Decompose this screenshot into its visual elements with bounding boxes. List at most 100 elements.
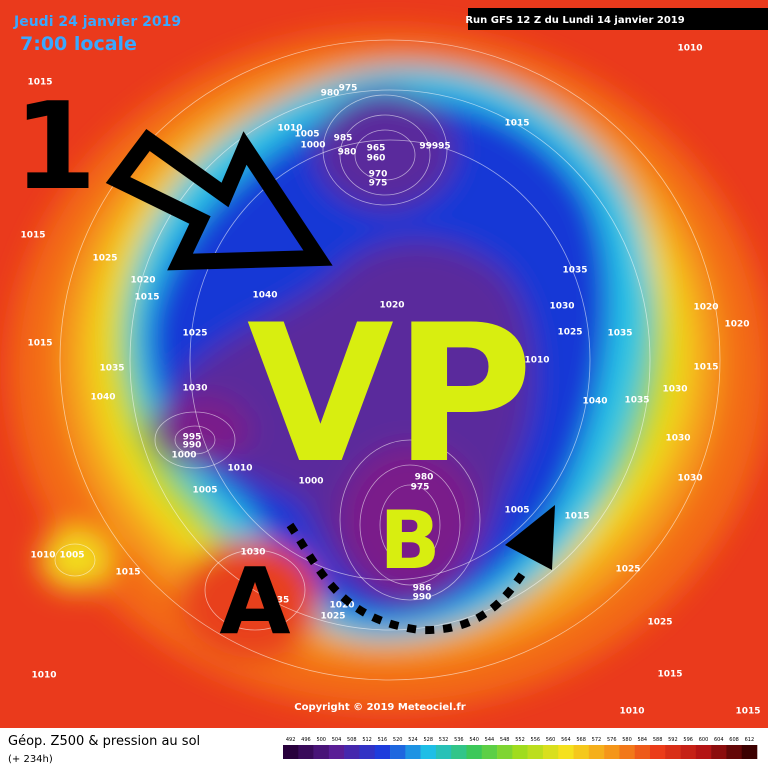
- isobar-label: 1040: [90, 393, 115, 403]
- time-label: 7:00 locale: [20, 33, 137, 55]
- annotation-low: B: [380, 494, 441, 587]
- isobar-label: 1010: [524, 356, 549, 366]
- run-label: Run GFS 12 Z du Lundi 14 janvier 2019: [465, 15, 684, 26]
- scale-swatch: [680, 745, 697, 759]
- scale-tick-label: 532: [439, 737, 449, 743]
- scale-tick-label: 560: [546, 737, 556, 743]
- background-field: [0, 0, 768, 728]
- isobar-label: 995: [183, 433, 202, 443]
- scale-swatch: [374, 745, 391, 759]
- isobar-label: 965: [367, 144, 386, 154]
- isobar-label: 1015: [20, 231, 45, 241]
- isobar-label: 1000: [171, 451, 196, 461]
- isobar-label: 1030: [549, 302, 574, 312]
- scale-swatch: [344, 745, 360, 759]
- scale-swatch: [634, 745, 651, 759]
- isobar-label: 1020: [130, 276, 155, 286]
- isobar-label: 1025: [557, 328, 582, 338]
- isobar-label: 975: [411, 483, 430, 493]
- annotation-vortex: VP: [247, 284, 533, 505]
- isobar-label: 35: [277, 596, 290, 606]
- isobar-label: 1030: [662, 385, 687, 395]
- arrow-outline: [105, 128, 333, 271]
- isobar-label: 1010: [30, 551, 55, 561]
- isobar-label: 1025: [647, 618, 672, 628]
- isobar-label: 1015: [693, 363, 718, 373]
- scale-tick-label: 552: [515, 737, 525, 743]
- isobar-label: 1040: [252, 291, 277, 301]
- isobar-label: 1035: [99, 364, 124, 374]
- isobar-label: 1010: [619, 707, 644, 717]
- isobar-label: 1015: [134, 293, 159, 303]
- isobar-label: 1015: [657, 670, 682, 680]
- isobars: [54, 39, 721, 681]
- scale-swatch: [542, 745, 559, 759]
- isobar-label: 986: [413, 584, 432, 594]
- isobar-label: 1015: [504, 119, 529, 129]
- isobar-label: 1035: [562, 266, 587, 276]
- scale-tick-label: 608: [729, 737, 739, 743]
- scale-tick-label: 496: [301, 737, 311, 743]
- date-label: Jeudi 24 janvier 2019: [13, 14, 181, 30]
- isobar-label: 1000: [300, 141, 325, 151]
- isobar-label: 960: [367, 154, 386, 164]
- scale-swatch: [466, 745, 483, 759]
- scale-swatch: [451, 745, 467, 759]
- isobar-label: 1030: [665, 434, 690, 444]
- isobar-label: 1025: [320, 612, 345, 622]
- scale-tick-label: 500: [316, 737, 326, 743]
- scale-swatch: [619, 745, 635, 759]
- color-scale: 492 496 500 504 508 512 516 520 524 528 532 536 540 5…: [283, 737, 758, 759]
- scale-tick-label: 576: [607, 737, 617, 743]
- scale-swatch: [328, 745, 345, 759]
- scale-swatch: [481, 745, 498, 759]
- scale-swatch: [726, 745, 743, 759]
- scale-swatch: [527, 745, 544, 759]
- scale-tick-label: 568: [576, 737, 586, 743]
- isobar-labels: 1010101597598010151010100510009859659809…: [20, 44, 760, 717]
- isobar-label: 1005: [294, 130, 319, 140]
- isobar-label: 1010: [277, 124, 302, 134]
- scale-tick-label: 564: [561, 737, 571, 743]
- annotation-number: 1: [13, 78, 97, 217]
- isobar-label: 1015: [564, 512, 589, 522]
- scale-swatch: [649, 745, 666, 759]
- scale-swatch: [665, 745, 681, 759]
- isobar-label: 980: [338, 148, 357, 158]
- scale-tick-label: 592: [668, 737, 678, 743]
- scale-swatch: [420, 745, 437, 759]
- scale-tick-label: 516: [378, 737, 388, 743]
- isobar-label: 1030: [240, 548, 265, 558]
- isobar-label: 1010: [227, 464, 252, 474]
- annotation-high: A: [219, 548, 290, 655]
- scale-swatch: [573, 745, 590, 759]
- isobar-label: 985: [334, 134, 353, 144]
- footer-forecast: (+ 234h): [8, 754, 53, 765]
- scale-tick-label: 548: [500, 737, 510, 743]
- scale-swatch: [558, 745, 574, 759]
- run-box: [468, 8, 768, 30]
- scale-tick-label: 580: [622, 737, 632, 743]
- isobar-label: 1010: [31, 671, 56, 681]
- isobar-label: 1005: [192, 486, 217, 496]
- scale-tick-label: 556: [531, 737, 541, 743]
- isobar-label: 1015: [115, 568, 140, 578]
- scale-swatch: [298, 745, 314, 759]
- scale-tick-label: 520: [393, 737, 403, 743]
- isobar-label: 1035: [607, 329, 632, 339]
- scale-tick-label: 504: [332, 737, 342, 743]
- scale-tick-label: 536: [454, 737, 464, 743]
- isobar-label: 990: [413, 593, 432, 603]
- isobar-label: 1020: [724, 320, 749, 330]
- isobar-label: 975: [369, 179, 388, 189]
- isobar-label: 1005: [59, 551, 84, 561]
- isobar-label: 1010: [677, 44, 702, 54]
- scale-swatch: [512, 745, 528, 759]
- isobar-label: 970: [369, 170, 388, 180]
- scale-tick-label: 524: [408, 737, 418, 743]
- scale-tick-label: 540: [469, 737, 479, 743]
- scale-tick-label: 612: [745, 737, 755, 743]
- scale-swatch: [604, 745, 620, 759]
- scale-tick-label: 584: [638, 737, 648, 743]
